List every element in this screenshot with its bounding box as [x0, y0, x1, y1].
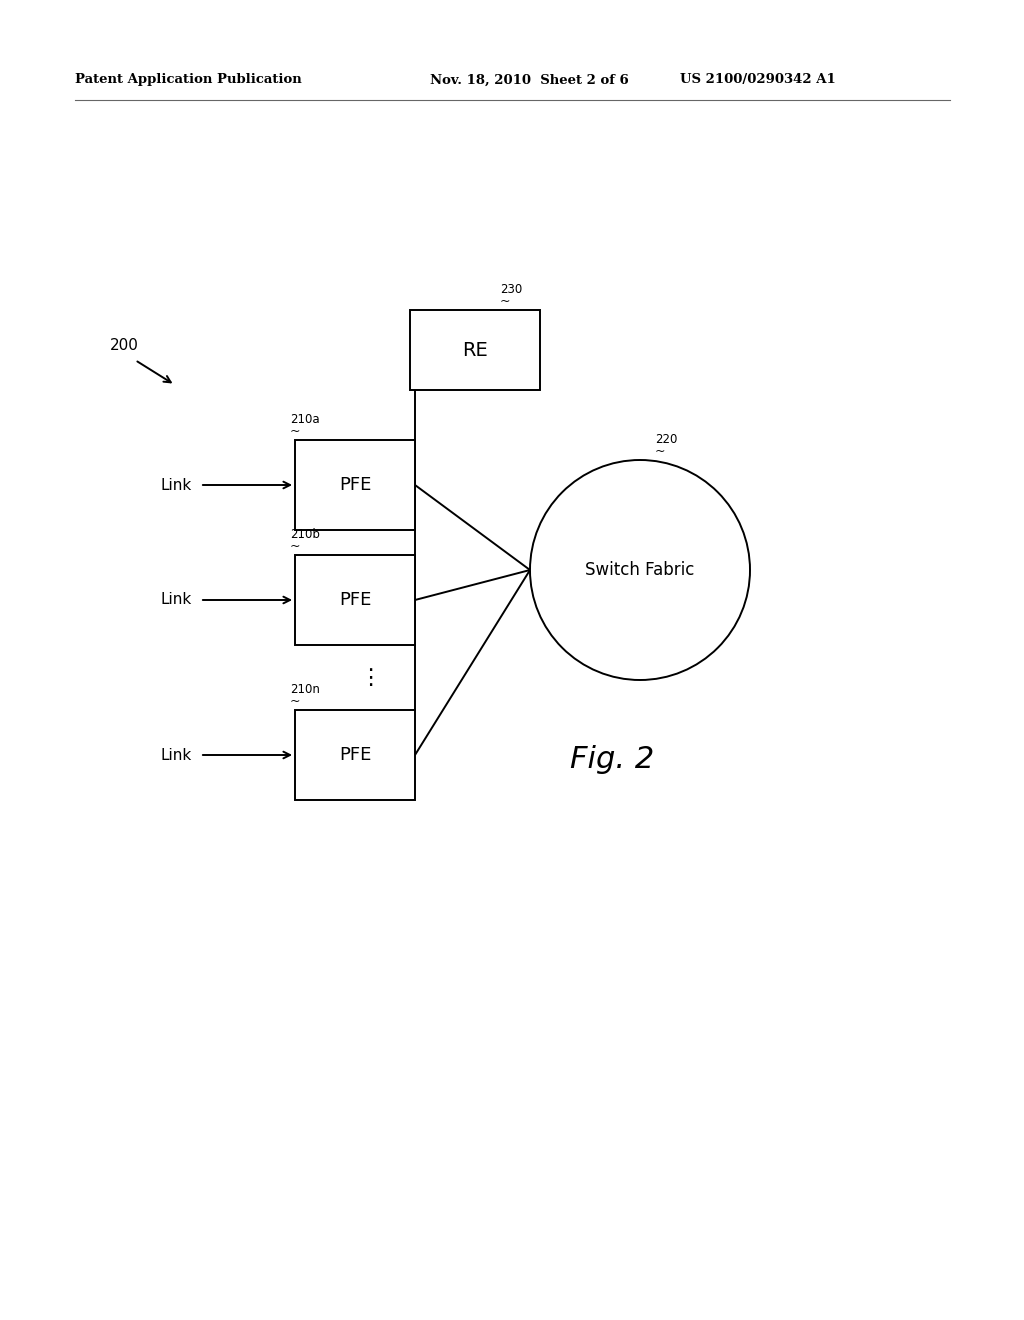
Text: Link: Link	[161, 478, 193, 492]
Text: ⋮: ⋮	[358, 668, 381, 688]
Text: PFE: PFE	[339, 477, 371, 494]
Text: PFE: PFE	[339, 746, 371, 764]
Text: Nov. 18, 2010  Sheet 2 of 6: Nov. 18, 2010 Sheet 2 of 6	[430, 74, 629, 87]
Text: Link: Link	[161, 593, 193, 607]
Text: US 2100/0290342 A1: US 2100/0290342 A1	[680, 74, 836, 87]
Text: Link: Link	[161, 747, 193, 763]
Text: RE: RE	[462, 341, 487, 359]
Text: ~: ~	[290, 425, 300, 438]
Text: ~: ~	[500, 294, 511, 308]
Text: ~: ~	[290, 540, 300, 553]
Text: 210n: 210n	[290, 682, 319, 696]
Text: PFE: PFE	[339, 591, 371, 609]
Text: 210a: 210a	[290, 413, 319, 426]
Text: 200: 200	[110, 338, 139, 352]
Text: 230: 230	[500, 282, 522, 296]
Text: ~: ~	[290, 696, 300, 708]
Ellipse shape	[530, 459, 750, 680]
Text: 210b: 210b	[290, 528, 319, 541]
Bar	[295, 710, 415, 800]
Bar	[295, 440, 415, 531]
Bar	[410, 310, 540, 389]
Text: ~: ~	[655, 445, 666, 458]
Bar	[295, 554, 415, 645]
Text: Switch Fabric: Switch Fabric	[586, 561, 694, 579]
Text: 220: 220	[655, 433, 677, 446]
Text: Fig. 2: Fig. 2	[570, 746, 654, 775]
Text: Patent Application Publication: Patent Application Publication	[75, 74, 302, 87]
